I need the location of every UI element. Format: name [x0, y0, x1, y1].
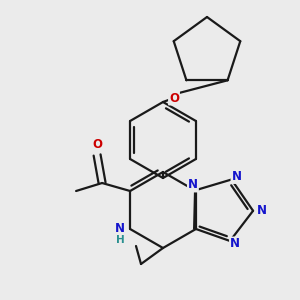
- Text: N: N: [230, 238, 240, 250]
- Text: N: N: [257, 204, 267, 217]
- Text: N: N: [115, 223, 125, 236]
- Text: O: O: [169, 92, 179, 104]
- Text: N: N: [188, 178, 198, 191]
- Text: H: H: [116, 235, 124, 245]
- Text: N: N: [232, 170, 242, 183]
- Text: O: O: [92, 139, 102, 152]
